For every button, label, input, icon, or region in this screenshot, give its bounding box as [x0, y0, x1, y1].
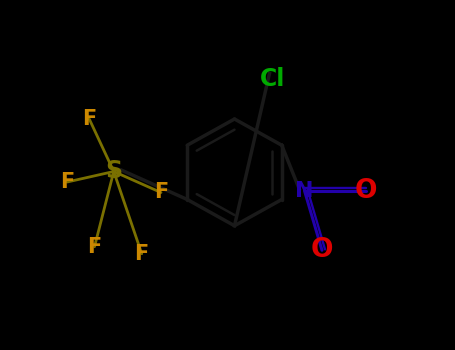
Text: F: F — [87, 237, 101, 257]
Text: F: F — [135, 244, 149, 264]
Text: O: O — [354, 178, 377, 204]
Text: S: S — [105, 160, 122, 183]
Text: N: N — [295, 181, 314, 201]
Text: F: F — [154, 182, 168, 203]
Text: F: F — [60, 172, 74, 192]
Text: F: F — [82, 109, 96, 129]
Text: Cl: Cl — [260, 67, 286, 91]
Text: O: O — [311, 237, 333, 263]
